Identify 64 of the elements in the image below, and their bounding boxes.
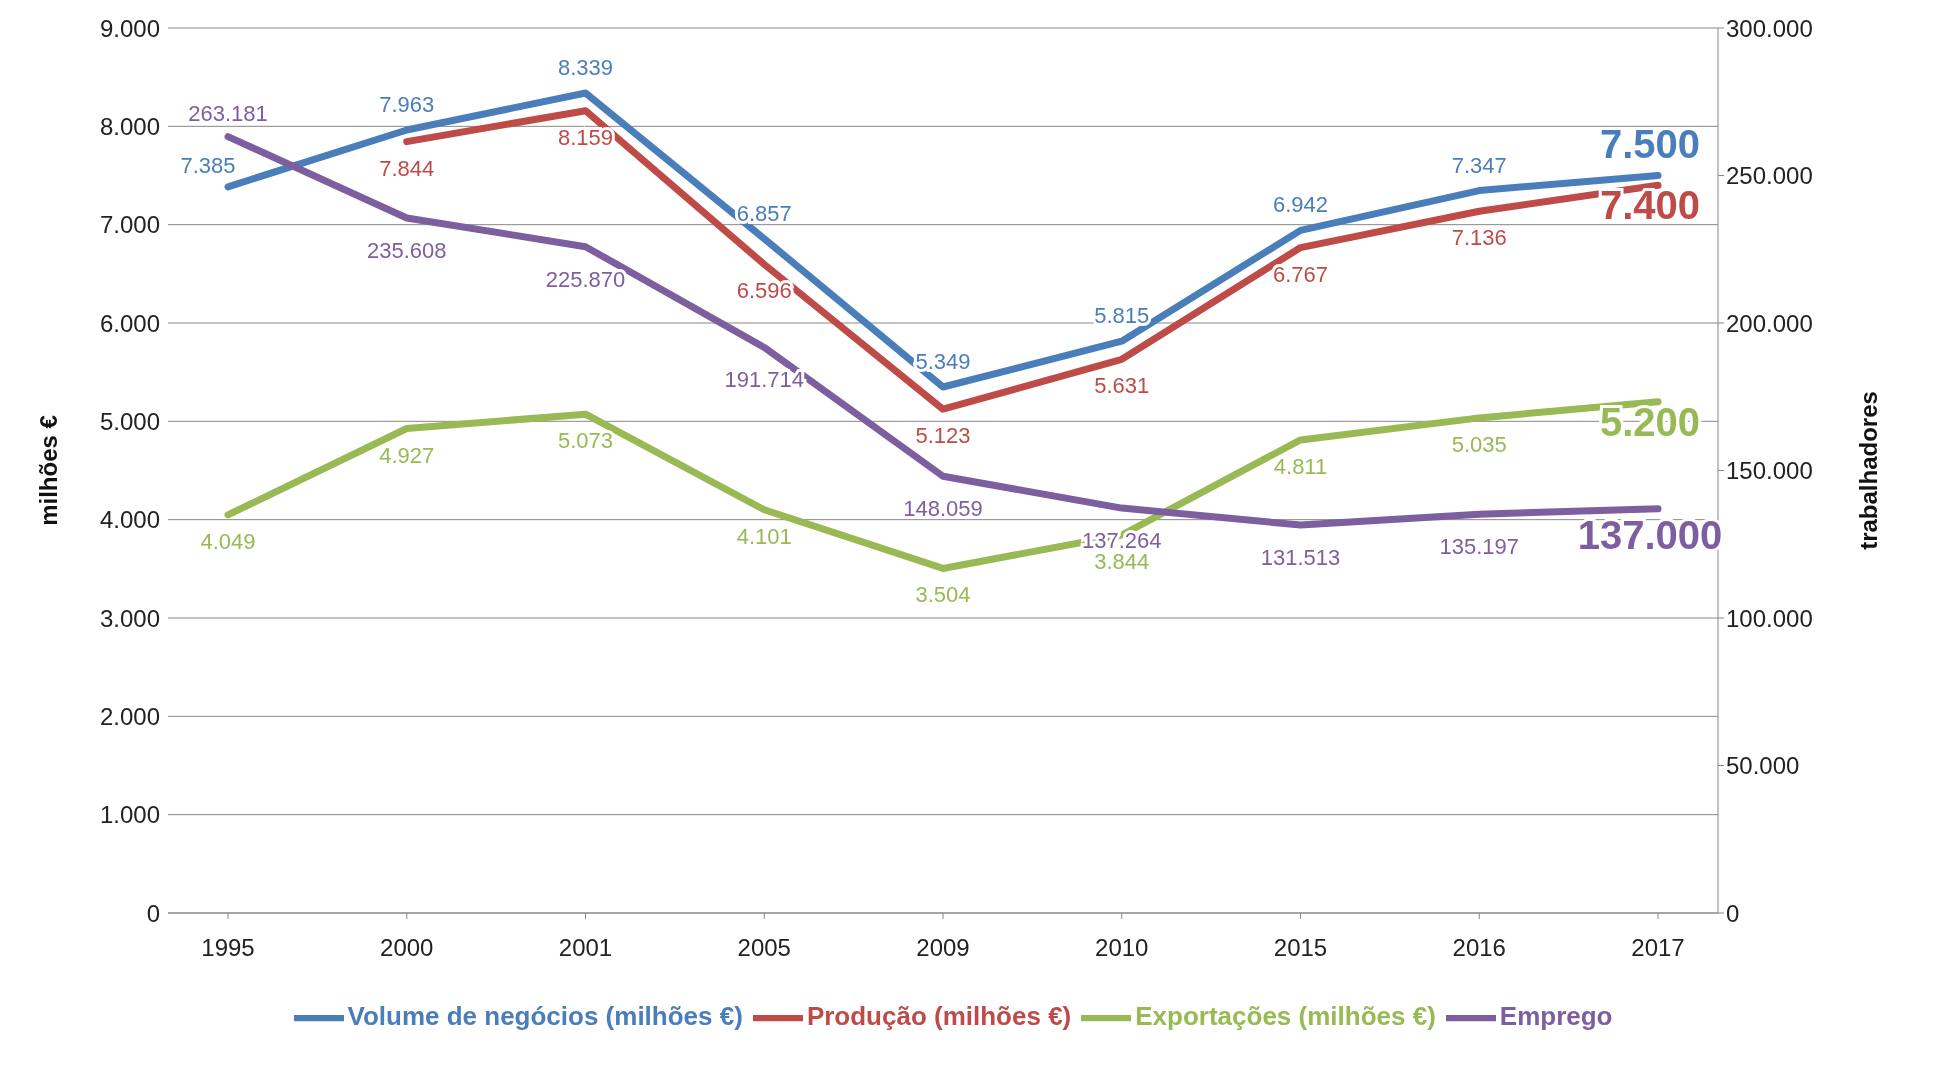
data-label: 6.942 bbox=[1272, 192, 1329, 218]
y2-tick-label: 200.000 bbox=[1726, 309, 1813, 337]
x-tick-label: 2010 bbox=[1095, 934, 1149, 962]
y2-tick-label: 250.000 bbox=[1726, 162, 1813, 190]
data-label: 4.049 bbox=[200, 528, 256, 554]
y-axis-title: milhões € bbox=[34, 415, 62, 526]
data-label: 3.504 bbox=[915, 582, 971, 608]
y2-tick-label: 150.000 bbox=[1726, 457, 1813, 485]
legend-label: Produção (milhões €) bbox=[806, 1000, 1072, 1031]
y2-axis-title: trabalhadores bbox=[1854, 391, 1882, 550]
x-tick-label: 2005 bbox=[737, 934, 791, 962]
data-label: 148.059 bbox=[903, 496, 983, 522]
y2-tick-label: 300.000 bbox=[1726, 14, 1813, 42]
legend-label: Volume de negócios (milhões €) bbox=[347, 1000, 743, 1031]
x-tick-label: 2000 bbox=[380, 934, 434, 962]
data-label: 7.385 bbox=[180, 152, 236, 178]
data-label: 6.596 bbox=[736, 278, 792, 304]
y2-tick-label: 0 bbox=[1726, 899, 1740, 927]
data-label: 263.181 bbox=[188, 100, 268, 126]
x-tick-label: 1995 bbox=[201, 934, 255, 962]
data-label: 8.339 bbox=[557, 55, 614, 80]
y-tick-label: 6.000 bbox=[99, 309, 160, 337]
y-tick-label: 9.000 bbox=[99, 14, 160, 42]
data-label: 5.631 bbox=[1094, 373, 1150, 399]
data-label: 225.870 bbox=[545, 266, 626, 292]
y2-tick-label: 50.000 bbox=[1726, 752, 1800, 780]
x-tick-label: 2016 bbox=[1452, 934, 1506, 962]
data-label: 5.073 bbox=[557, 428, 614, 454]
data-label: 5.035 bbox=[1451, 431, 1507, 457]
data-label: 8.159 bbox=[557, 124, 614, 150]
data-label: 7.136 bbox=[1451, 225, 1507, 251]
y-tick-label: 2.000 bbox=[99, 702, 160, 730]
data-label: 131.513 bbox=[1260, 545, 1341, 571]
data-label: 5.815 bbox=[1094, 303, 1150, 329]
data-label: 4.927 bbox=[379, 442, 435, 468]
legend-label: Exportações (milhões €) bbox=[1135, 1000, 1436, 1031]
y-tick-label: 1.000 bbox=[99, 801, 160, 829]
data-label: 3.844 bbox=[1094, 549, 1150, 575]
data-label: 7.500 bbox=[1599, 121, 1701, 166]
data-label: 137.000 bbox=[1577, 512, 1723, 557]
y-tick-label: 0 bbox=[146, 899, 160, 927]
x-tick-label: 2009 bbox=[916, 934, 970, 962]
data-label: 7.963 bbox=[379, 91, 435, 117]
y-tick-label: 8.000 bbox=[99, 112, 160, 140]
y-tick-label: 4.000 bbox=[99, 506, 160, 534]
data-label: 4.101 bbox=[736, 523, 792, 549]
data-label: 235.608 bbox=[366, 237, 447, 263]
legend-label: Emprego bbox=[1499, 1000, 1613, 1031]
y-tick-label: 5.000 bbox=[99, 407, 160, 435]
x-tick-label: 2017 bbox=[1631, 934, 1685, 962]
y2-tick-label: 100.000 bbox=[1726, 604, 1813, 632]
data-label: 5.349 bbox=[915, 349, 971, 375]
data-label: 4.811 bbox=[1273, 453, 1328, 479]
data-label: 6.857 bbox=[736, 200, 792, 226]
data-label: 191.714 bbox=[724, 367, 805, 393]
data-label: 5.123 bbox=[915, 423, 971, 449]
data-label: 7.844 bbox=[379, 155, 435, 181]
x-tick-label: 2015 bbox=[1273, 934, 1328, 962]
y-tick-label: 3.000 bbox=[99, 604, 160, 632]
y-tick-label: 7.000 bbox=[99, 211, 160, 239]
data-label: 6.767 bbox=[1272, 261, 1329, 287]
x-tick-label: 2001 bbox=[558, 934, 613, 962]
data-label: 7.347 bbox=[1451, 152, 1507, 178]
data-label: 135.197 bbox=[1439, 534, 1520, 560]
